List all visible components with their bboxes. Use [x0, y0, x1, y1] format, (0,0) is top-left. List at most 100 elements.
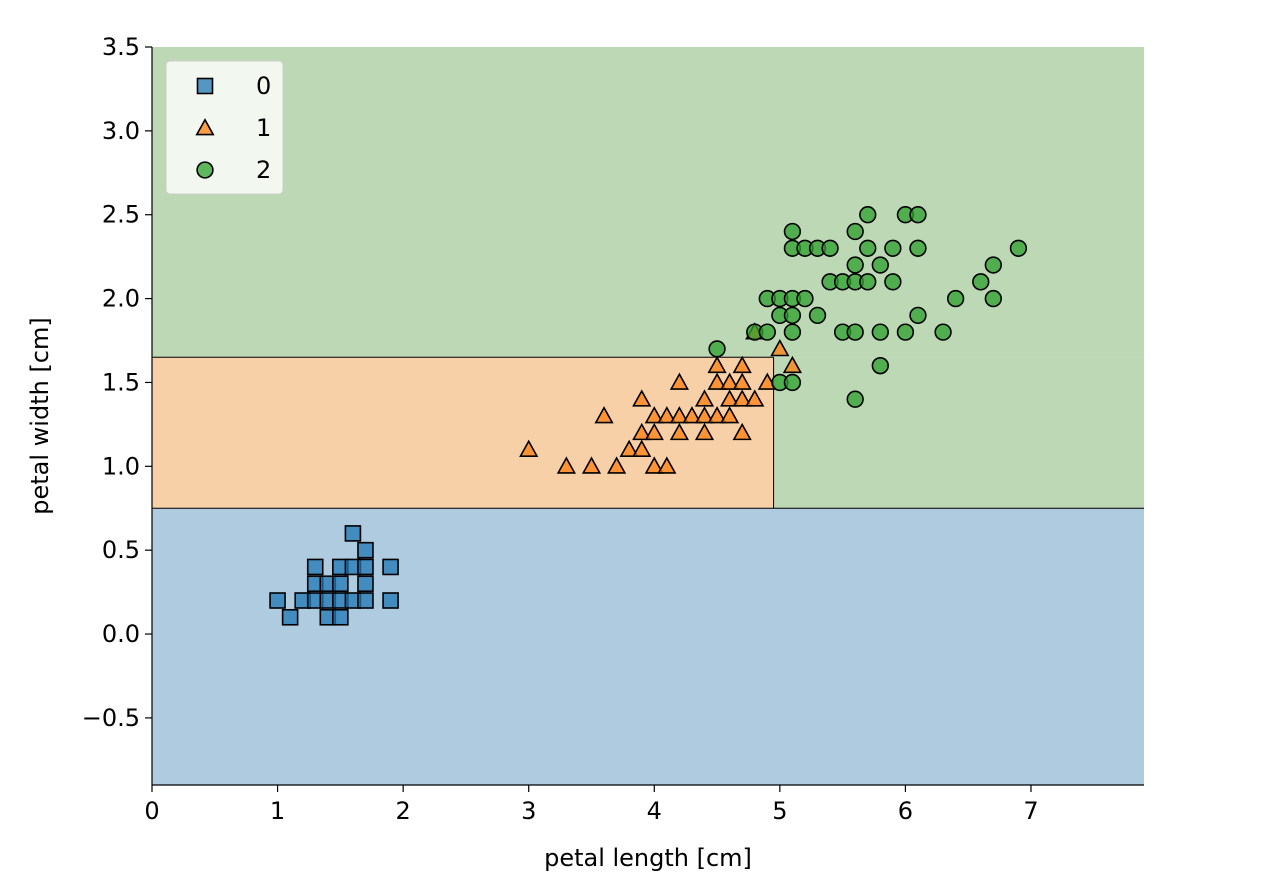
data-point-class-1: [707, 355, 727, 374]
y-tick-label: 3.0: [102, 117, 140, 145]
data-point-class-0: [344, 525, 362, 542]
data-point-class-0: [281, 608, 299, 626]
data-point-class-2: [884, 239, 902, 257]
data-point-class-0: [269, 592, 286, 609]
data-point-class-2: [859, 273, 877, 291]
data-point-class-1: [770, 339, 790, 357]
data-point-class-2: [871, 256, 889, 274]
data-point-class-2: [984, 256, 1002, 274]
x-tick-label: 4: [647, 797, 662, 825]
legend-label: 1: [256, 114, 271, 142]
data-point-class-1: [732, 389, 752, 407]
x-tick-label: 6: [898, 797, 913, 825]
y-tick-label: −0.5: [82, 704, 140, 732]
data-point-class-1: [606, 456, 627, 474]
data-point-class-2: [871, 357, 889, 375]
data-point-class-2: [859, 206, 877, 224]
x-tick-label: 1: [270, 797, 285, 825]
legend-label: 2: [256, 156, 271, 184]
data-point-class-2: [808, 306, 827, 325]
data-point-class-1: [782, 355, 803, 374]
data-point-class-2: [846, 256, 864, 274]
decision-regions: [152, 47, 1144, 785]
legend-item-2: 2: [196, 156, 271, 184]
data-point-class-1: [745, 389, 765, 407]
data-point-class-2: [896, 323, 915, 341]
y-ticks: −0.5 0.0 0.5 1.0 1.5 2.0 2.5 3.0 3.5: [82, 33, 152, 732]
data-point-class-1: [720, 389, 740, 407]
data-point-class-2: [909, 306, 927, 325]
data-point-class-0: [357, 592, 374, 609]
data-point-class-2: [783, 373, 802, 392]
y-tick-label: 2.0: [102, 285, 140, 313]
data-point-class-0: [357, 575, 374, 593]
x-tick-label: 2: [395, 797, 410, 825]
legend-marker-1: [195, 118, 215, 136]
y-tick-label: 1.0: [102, 452, 140, 480]
x-tick-label: 5: [772, 797, 787, 825]
scatter-points: [269, 206, 1028, 626]
data-point-class-0: [332, 575, 349, 593]
axes: 0 1 2 3 4 5 6 7 −0.5 0.0 0.5 1.0 1.5 2.0 2.5 3.0 3.5 pe…: [26, 33, 1144, 872]
data-point-class-2: [871, 323, 889, 341]
data-point-class-1: [720, 372, 740, 390]
data-point-class-1: [519, 439, 539, 457]
y-tick-label: 1.5: [102, 368, 140, 396]
decision-region-class-0: [152, 508, 1144, 785]
data-point-class-1: [632, 389, 652, 407]
data-point-class-2: [758, 323, 776, 341]
data-point-class-1: [644, 456, 664, 474]
data-point-class-1: [644, 406, 664, 424]
data-point-class-0: [357, 558, 374, 576]
data-point-class-1: [556, 456, 576, 474]
data-point-class-2: [946, 289, 965, 308]
data-point-class-0: [306, 558, 324, 576]
y-tick-label: 3.5: [102, 33, 140, 61]
legend-marker-0: [196, 77, 214, 95]
data-point-class-1: [669, 372, 690, 390]
legend-marker-2: [196, 161, 214, 179]
data-point-class-1: [632, 439, 652, 457]
data-point-class-1: [720, 406, 740, 424]
legend-item-0: 0: [196, 72, 271, 100]
data-point-class-0: [357, 541, 374, 559]
data-point-class-2: [821, 239, 839, 257]
data-point-class-2: [783, 222, 802, 241]
data-point-class-1: [732, 355, 752, 374]
x-tick-label: 3: [521, 797, 536, 825]
data-point-class-1: [644, 422, 664, 441]
data-point-class-2: [884, 273, 902, 291]
data-point-class-1: [619, 439, 639, 457]
data-point-class-2: [846, 323, 864, 341]
decision-region-class-2: [152, 47, 1144, 358]
legend: 0 1 2: [165, 60, 284, 195]
data-point-class-2: [783, 306, 802, 325]
y-tick-label: 0.0: [102, 620, 140, 648]
data-point-class-1: [694, 422, 715, 441]
data-point-class-0: [382, 592, 399, 609]
x-axis-label: petal length [cm]: [544, 844, 752, 872]
data-point-class-1: [694, 406, 715, 424]
data-point-class-2: [708, 340, 726, 358]
data-point-class-1: [669, 406, 690, 424]
data-point-class-2: [846, 390, 864, 408]
data-point-class-2: [909, 239, 927, 257]
data-point-class-1: [707, 406, 727, 424]
y-axis-label: petal width [cm]: [26, 317, 54, 515]
data-point-class-1: [657, 456, 677, 474]
x-tick-label: 0: [144, 797, 159, 825]
data-point-class-1: [694, 389, 715, 407]
legend-frame: [165, 60, 284, 195]
legend-label: 0: [256, 72, 271, 100]
y-tick-label: 0.5: [102, 536, 140, 564]
decision-region-class-1: [152, 357, 774, 509]
data-point-class-1: [632, 422, 652, 441]
data-point-class-1: [657, 406, 677, 424]
data-point-class-2: [796, 289, 814, 308]
data-point-class-1: [707, 372, 727, 390]
decision-region-class-2: [773, 357, 1144, 509]
data-point-class-1: [732, 422, 752, 441]
data-point-class-1: [594, 406, 614, 424]
data-point-class-2: [783, 323, 802, 341]
y-tick-label: 2.5: [102, 201, 140, 229]
